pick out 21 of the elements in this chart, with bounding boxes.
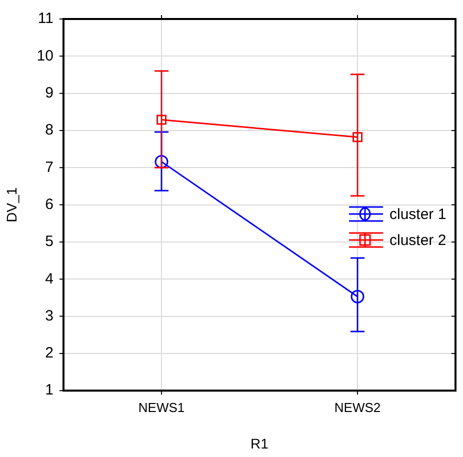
y-tick-label: 6 bbox=[45, 196, 54, 213]
y-axis-title: DV_1 bbox=[3, 187, 20, 222]
y-tick-label: 8 bbox=[45, 122, 54, 139]
y-tick-label: 9 bbox=[45, 84, 54, 102]
y-tick-label: 1 bbox=[45, 382, 54, 399]
point bbox=[156, 114, 166, 125]
point bbox=[352, 132, 362, 142]
x-tick-label: NEWS2 bbox=[334, 400, 381, 415]
y-tick-label: 5 bbox=[45, 233, 54, 250]
y-tick-label: 10 bbox=[36, 47, 54, 64]
y-tick-label: 7 bbox=[45, 158, 54, 176]
x-tick-label: NEWS1 bbox=[138, 400, 185, 415]
y-tick-label: 4 bbox=[45, 270, 54, 288]
legend-label: cluster 1 bbox=[390, 206, 446, 223]
point bbox=[350, 290, 364, 304]
point bbox=[154, 154, 168, 168]
y-tick-label: 3 bbox=[45, 307, 54, 324]
legend-label: cluster 2 bbox=[390, 232, 446, 249]
x-axis-title: R1 bbox=[250, 435, 269, 452]
y-tick-label: 11 bbox=[38, 10, 54, 28]
y-tick-label: 2 bbox=[45, 344, 54, 362]
